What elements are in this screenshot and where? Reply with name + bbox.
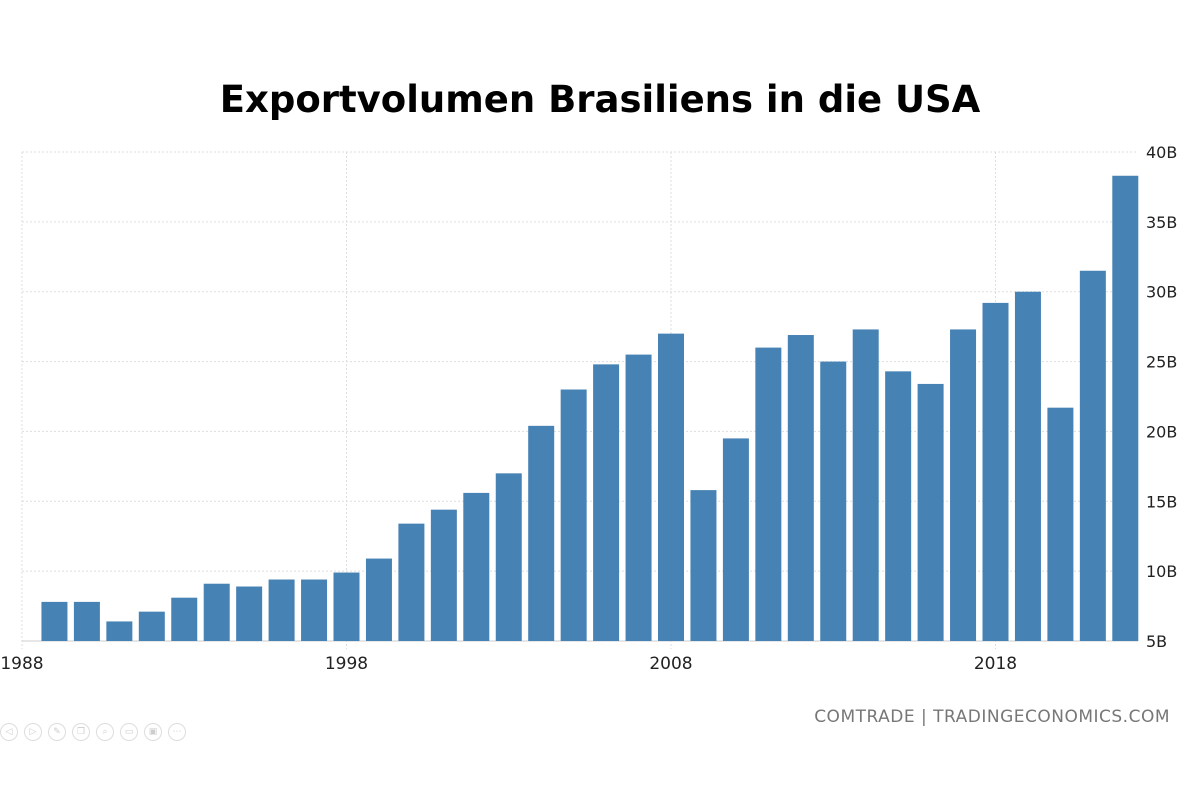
zoom-icon[interactable]: ⌕ [96,723,114,741]
chart-title: Exportvolumen Brasiliens in die USA [219,78,981,121]
previous-icon[interactable]: ◁ [0,723,18,741]
bar-1992 [138,611,165,641]
bar-2005 [560,389,587,641]
bar-2004 [528,425,555,641]
source-label: COMTRADE | TRADINGECONOMICS.COM [814,707,1170,727]
bar-2010 [722,438,749,641]
bar-1999 [365,558,392,641]
more-icon[interactable]: ⋯ [168,723,186,741]
bar-2011 [755,347,782,641]
bar-1989 [41,601,68,641]
bar-2000 [398,523,425,641]
y-tick-label: 5B [1146,632,1167,651]
bar-2009 [690,490,717,641]
bar-2017 [950,329,977,641]
x-tick-label: 2018 [974,654,1017,674]
bar-2018 [982,302,1009,641]
bar-2014 [852,329,879,641]
bar-1996 [268,579,295,641]
bar-2020 [1047,407,1074,641]
bar-1991 [106,621,133,641]
bar-2019 [1014,291,1041,641]
y-tick-label: 10B [1146,562,1177,581]
bar-2008 [658,333,684,641]
bar-2002 [463,492,490,641]
bar-2015 [885,371,912,641]
pen-icon[interactable]: ✎ [48,723,66,741]
copy-icon[interactable]: ❐ [72,723,90,741]
bar-2016 [917,383,944,641]
x-tick-label: 2008 [649,654,692,674]
bar-1990 [73,601,100,641]
bar-1998 [333,572,360,641]
y-tick-label: 25B [1146,353,1177,372]
x-tick-label: 1988 [0,654,43,674]
bar-2003 [495,473,522,641]
bar-2006 [593,364,620,641]
bar-1997 [301,579,328,641]
bar-1994 [203,583,230,641]
presentation-controls: ◁ ▷ ✎ ❐ ⌕ ▭ ▣ ⋯ [0,723,186,741]
camera-icon[interactable]: ▣ [144,723,162,741]
bar-2012 [787,335,814,641]
y-tick-label: 35B [1146,213,1177,232]
subtitles-icon[interactable]: ▭ [120,723,138,741]
y-tick-label: 15B [1146,492,1177,511]
x-tick-label: 1998 [325,654,368,674]
bar-2021 [1079,270,1106,641]
bar-2007 [625,354,652,641]
next-icon[interactable]: ▷ [24,723,42,741]
bar-1993 [171,597,198,641]
bar-2013 [820,361,847,641]
y-tick-label: 40B [1146,143,1177,162]
bar-2001 [430,509,457,641]
bar-2022 [1112,175,1139,641]
y-tick-label: 30B [1146,283,1177,302]
y-tick-label: 20B [1146,422,1177,441]
bar-1995 [236,586,263,641]
